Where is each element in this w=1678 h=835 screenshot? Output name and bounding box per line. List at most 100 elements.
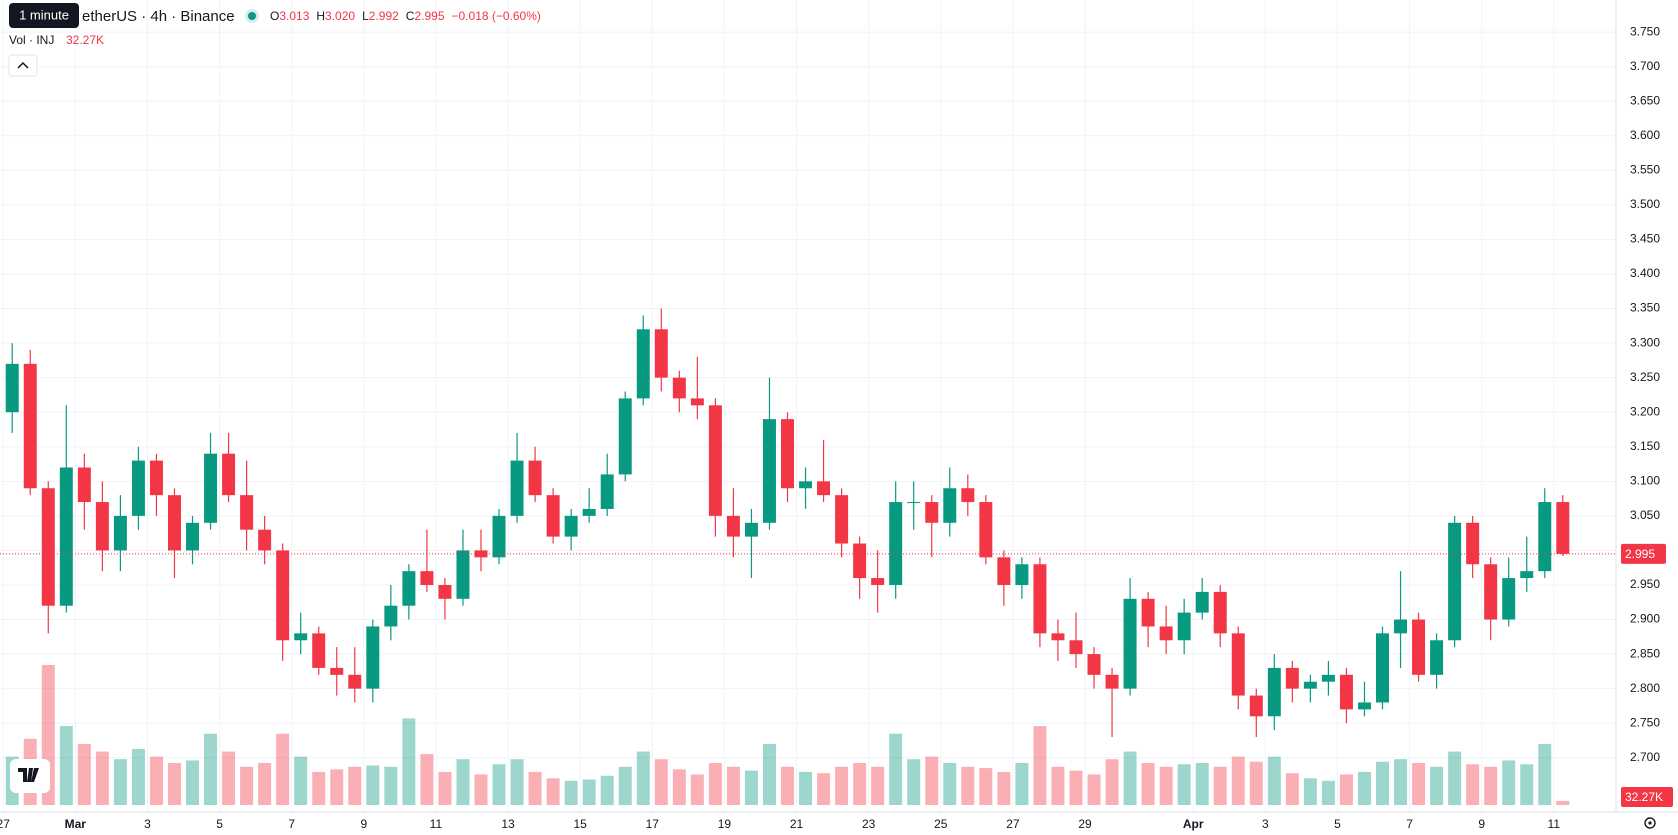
candle-body [312,633,326,668]
legend-change: −0.018 (−0.60%) [452,9,541,23]
candle-body [1213,591,1227,634]
volume-bar [1141,763,1155,805]
last-volume-tag [1621,787,1673,807]
x-tick-label: 27 [0,817,10,831]
candle-body [41,488,55,606]
volume-bar [186,760,200,805]
volume-bar [907,759,921,805]
volume-bar [1502,760,1516,805]
volume-bar [312,771,326,805]
last-price-label: 2.995 [1625,547,1655,561]
volume-bar [492,764,506,805]
candle-body [5,363,19,413]
volume-bar [979,768,993,805]
candle-body [492,515,506,558]
x-tick-label: 9 [1478,817,1485,831]
candle-body [204,453,218,523]
x-tick-label: 21 [790,817,804,831]
volume-bar [726,766,740,805]
candle-body [186,522,200,551]
volume-bar [1556,800,1570,805]
y-tick-label: 3.450 [1630,232,1660,246]
x-tick-label: 19 [718,817,732,831]
volume-bar [420,754,434,805]
candle-body [726,515,740,537]
volume-bar [708,763,722,805]
candle-body [1141,598,1155,627]
candle-body [1231,633,1245,696]
candle-body [1267,667,1281,717]
volume-bar [997,771,1011,805]
x-tick-label: 11 [1548,817,1561,831]
settings-icon[interactable] [1644,817,1656,829]
volume-bar [1412,763,1426,805]
volume-bar [654,759,668,805]
candle-body [546,495,560,537]
candle-body [402,571,416,606]
volume-bar [690,774,704,805]
y-tick-label: 3.750 [1630,24,1660,38]
volume-bar [762,743,776,805]
x-tick-label: 27 [1006,817,1020,831]
candle-body [744,522,758,537]
volume-bar [1376,761,1389,805]
legend-key: O [270,9,279,23]
volume-bar [240,766,254,805]
candle-body [1285,667,1299,689]
y-tick-label: 2.750 [1630,715,1660,729]
y-tick-label: 3.500 [1630,197,1660,211]
volume-bar [1177,764,1191,805]
candle-body [1105,674,1119,689]
candle-body [1339,674,1353,710]
candle-body [438,584,452,599]
y-tick-label: 3.300 [1630,335,1660,349]
x-tick-label: 15 [573,817,587,831]
volume-bar [546,778,560,805]
volume-bar [294,756,308,805]
volume-bar [1249,761,1263,805]
candle-body [1303,681,1317,689]
volume-bar [474,774,488,805]
candle-body [95,502,109,551]
volume-bar [1285,773,1299,805]
volume-bar [799,771,813,805]
legend-value: 3.013 [279,9,309,23]
candle-body [1357,702,1371,710]
volume-bar [1303,778,1317,805]
y-tick-label: 3.700 [1630,59,1660,73]
chart-title[interactable]: etherUS · 4h · Binance [82,8,235,25]
y-tick-label: 3.400 [1630,266,1660,280]
candle-body [366,626,380,689]
candle-body [167,495,181,551]
volume-value: 32.27K [66,33,104,47]
axes: 2.7002.7502.8002.8502.9002.9503.0003.050… [0,24,1673,831]
x-tick-label: 11 [430,817,443,831]
volume-bar [853,763,867,805]
candle-body [907,502,921,504]
legend-value: 2.995 [414,9,444,23]
x-tick-label: 17 [646,817,660,831]
last-price-tag [1621,543,1666,564]
y-tick-label: 3.200 [1630,404,1660,418]
candle-body [420,571,434,585]
volume-bar [456,759,470,805]
candle-body [1394,619,1408,634]
volume-bar [384,766,398,805]
volume-bar [402,718,416,805]
volume-bar [1538,743,1552,805]
candle-body [943,488,957,523]
candle-body [708,405,722,516]
candle-body [348,674,362,689]
candle-body [1556,502,1570,554]
settings-icon-center [1648,821,1652,825]
x-tick-label: 5 [1334,817,1341,831]
legend-value: 3.020 [325,9,355,23]
candle-body [817,481,831,496]
tooltip: 1 minute [19,7,69,22]
candle-body [23,363,37,489]
candle-body [961,488,975,503]
candle-body [330,667,344,675]
candle-body [1159,626,1173,641]
collapse-button[interactable] [8,54,38,77]
